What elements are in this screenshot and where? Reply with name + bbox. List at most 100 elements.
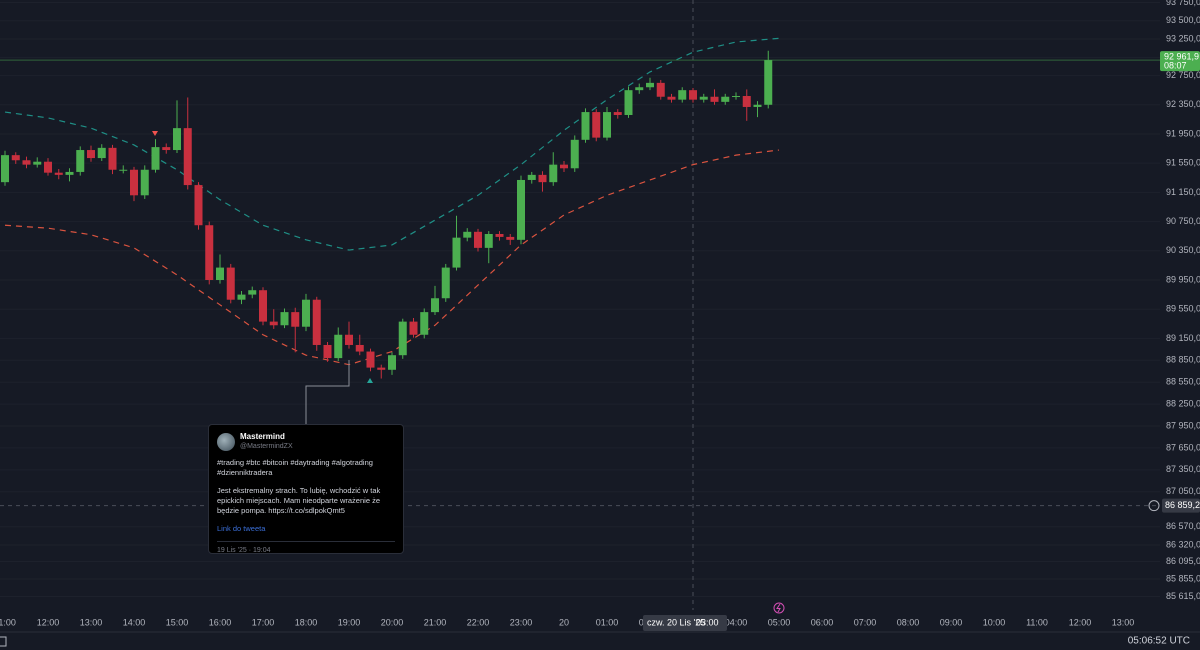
candle-body [764,60,773,105]
candle-body [302,299,310,327]
x-tick-label: 15:00 [166,617,189,627]
candle-body [732,96,740,98]
candle-body [699,96,708,100]
candle-body [291,312,300,327]
candle-body [312,299,321,345]
candle-body [441,267,450,299]
x-tick-label: 21:00 [424,617,447,627]
candle-body [269,321,278,326]
candle-body [753,104,762,107]
candle-body [345,334,353,345]
last-price-label: 92 961,9 [1164,51,1199,61]
calendar-icon[interactable] [0,636,7,647]
y-tick-label: 93 500,0 [1166,15,1200,25]
x-tick-label: 11:00 [0,617,16,627]
x-tick-label: 14:00 [123,617,146,627]
candle-body [162,147,171,151]
candle-body [140,169,149,196]
tweet-handle: @MastermindZX [240,443,293,450]
y-tick-label: 91 150,0 [1166,187,1200,197]
candle-body [388,355,396,370]
tweet-name: Mastermind [240,432,285,441]
crosshair-time-label: 03:00 [696,617,719,627]
candle-body [216,267,224,280]
candle-body [603,112,611,138]
candle-body [710,96,719,102]
y-tick-label: 93 250,0 [1166,33,1200,43]
candle-body [656,82,665,97]
x-tick-label: 18:00 [295,617,318,627]
y-tick-label: 87 650,0 [1166,442,1200,452]
tweet-card: Mastermind @MastermindZX #trading #btc #… [208,424,404,554]
y-tick-label: 86 320,0 [1166,539,1200,549]
candle-body [506,236,515,240]
sell-signal [152,131,158,136]
candle-body [173,128,181,151]
candle-body [183,128,192,186]
x-tick-label: 13:00 [1112,617,1135,627]
x-tick-label: 04:00 [725,617,748,627]
candle-body [130,169,138,196]
candle-body [119,169,128,171]
y-tick-label: 85 615,0 [1166,591,1200,601]
x-tick-label: 01:00 [596,617,619,627]
candle-body [87,150,95,159]
candle-body [517,179,525,240]
x-tick-label: 12:00 [37,617,60,627]
candle-body [667,96,676,100]
countdown: 08:07 [1164,60,1187,70]
last-price-box [1160,51,1200,72]
candle-body [570,139,579,169]
y-tick-label: 90 750,0 [1166,216,1200,226]
tweet-author: Mastermind @MastermindZX [240,432,293,452]
crosshair-add-button[interactable] [1148,500,1160,512]
candle-body [624,90,633,115]
candle-body [334,334,343,359]
candle-body [11,155,20,161]
y-tick-label: 87 950,0 [1166,420,1200,430]
candle-body [527,174,536,180]
y-tick-label: 87 050,0 [1166,486,1200,496]
candle-body [452,237,461,268]
candle-body [635,87,644,91]
tweet-text: Jest ekstremalny strach. To lubię, wchod… [217,486,381,515]
candle-body [355,344,364,352]
y-tick-label: 89 550,0 [1166,304,1200,314]
x-tick-label: 05:00 [768,617,791,627]
tweet-header: Mastermind @MastermindZX [217,432,395,452]
crosshair-price-label: 86 859,2 [1165,500,1200,510]
x-tick-label: 13:00 [80,617,103,627]
y-tick-label: 92 350,0 [1166,99,1200,109]
event-icon[interactable] [773,602,785,614]
event-icon-bolt [776,603,781,613]
x-tick-label: 09:00 [940,617,963,627]
tweet-connector [305,360,350,424]
x-tick-label: 19:00 [338,617,361,627]
candle-body [420,312,429,335]
candle-body [463,231,472,238]
band-line [4,37,780,251]
y-tick-label: 88 250,0 [1166,398,1200,408]
candle-body [151,147,160,170]
candle-body [97,147,106,159]
candle-body [33,161,42,165]
x-tick-label: 12:00 [1069,617,1092,627]
candle-body [108,147,117,170]
x-tick-label: 08:00 [897,617,920,627]
x-tick-label: 07:00 [854,617,877,627]
candle-body [538,174,547,183]
candle-body [44,161,52,173]
y-tick-label: 92 750,0 [1166,70,1200,80]
y-tick-label: 91 950,0 [1166,128,1200,138]
candle-body [1,155,9,183]
candle-body [205,225,214,280]
buy-signal [367,378,373,383]
x-tick-label: 20 [559,617,569,627]
y-tick-label: 88 850,0 [1166,355,1200,365]
y-tick-label: 89 150,0 [1166,333,1200,343]
y-tick-label: 89 950,0 [1166,274,1200,284]
tweet-link[interactable]: Link do tweeta [217,524,266,533]
